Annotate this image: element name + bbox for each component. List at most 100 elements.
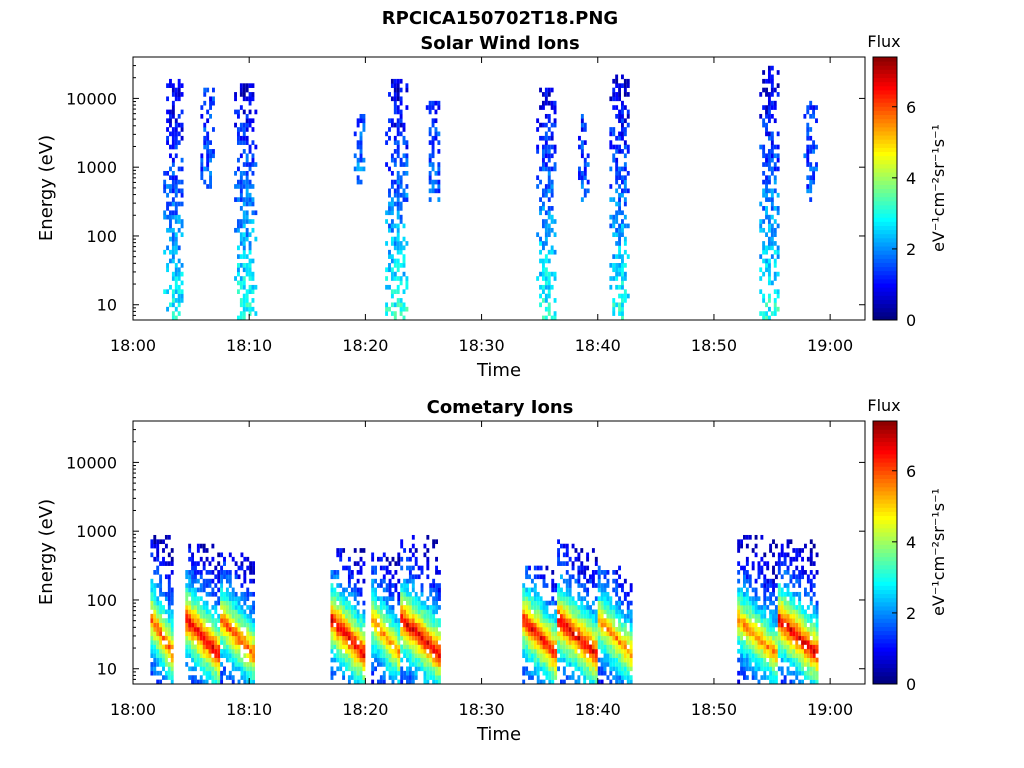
heatmap-cell — [347, 662, 351, 667]
heatmap-cell — [220, 574, 224, 580]
heatmap-cell — [188, 613, 192, 619]
heatmap-cell — [239, 188, 243, 194]
heatmap-cell — [163, 289, 167, 294]
heatmap-cell — [583, 587, 587, 593]
heatmap-cell — [762, 192, 766, 198]
heatmap-cell — [522, 644, 526, 650]
heatmap-cell — [411, 631, 415, 637]
heatmap-cell — [150, 552, 154, 558]
heatmap-cell — [167, 591, 171, 597]
heatmap-cell — [577, 627, 581, 632]
heatmap-cell — [169, 78, 172, 84]
heatmap-cell — [399, 157, 403, 163]
heatmap-cell — [196, 570, 200, 575]
heatmap-cell — [396, 109, 400, 115]
heatmap-cell — [385, 302, 389, 308]
heatmap-cell — [242, 315, 246, 321]
heatmap-cell — [225, 627, 229, 632]
heatmap-cell — [400, 543, 404, 549]
heatmap-cell — [609, 648, 613, 654]
heatmap-cell — [600, 679, 604, 685]
heatmap-cell — [591, 653, 595, 658]
heatmap-cell — [623, 276, 627, 281]
heatmap-cell — [402, 271, 406, 277]
colorbar-label: eV⁻¹cm⁻²sr⁻¹s⁻¹ — [929, 488, 948, 616]
heatmap-cell — [231, 662, 235, 667]
heatmap-cell — [762, 315, 766, 321]
heatmap-cell — [618, 670, 621, 676]
heatmap-cell — [385, 644, 389, 650]
heatmap-cell — [565, 605, 569, 610]
heatmap-cell — [751, 565, 755, 571]
heatmap-cell — [763, 609, 767, 615]
heatmap-cell — [379, 565, 383, 571]
heatmap-cell — [772, 670, 775, 676]
heatmap-cell — [550, 188, 554, 194]
heatmap-cell — [388, 578, 392, 584]
heatmap-cell — [251, 298, 255, 303]
heatmap-cell — [359, 666, 363, 672]
heatmap-cell — [557, 666, 560, 672]
heatmap-cell — [174, 306, 178, 312]
heatmap-cell — [550, 271, 554, 277]
heatmap-cell — [562, 578, 566, 584]
heatmap-cell — [150, 618, 154, 623]
heatmap-cell — [757, 596, 761, 602]
heatmap-cell — [403, 653, 407, 658]
heatmap-cell — [770, 254, 774, 259]
heatmap-cell — [159, 539, 163, 545]
heatmap-cell — [809, 613, 813, 619]
heatmap-cell — [618, 583, 621, 588]
heatmap-cell — [815, 631, 819, 637]
heatmap-cell — [156, 600, 160, 606]
heatmap-cell — [606, 613, 610, 619]
heatmap-cell — [199, 583, 203, 588]
heatmap-cell — [420, 622, 424, 628]
heatmap-cell — [745, 609, 749, 615]
heatmap-cell — [748, 578, 752, 584]
heatmap-cell — [171, 179, 175, 185]
heatmap-cell — [612, 613, 616, 619]
heatmap-cell — [737, 578, 741, 584]
heatmap-cell — [773, 232, 777, 238]
heatmap-cell — [237, 627, 241, 632]
heatmap-cell — [400, 591, 404, 597]
heatmap-cell — [545, 627, 549, 632]
heatmap-cell — [551, 657, 555, 663]
heatmap-cell — [776, 249, 780, 255]
heatmap-cell — [589, 618, 592, 623]
heatmap-cell — [815, 679, 819, 685]
heatmap-cell — [541, 105, 545, 110]
heatmap-cell — [792, 635, 796, 641]
heatmap-cell — [763, 587, 767, 593]
heatmap-cell — [214, 635, 218, 641]
heatmap-cell — [795, 618, 799, 623]
heatmap-cell — [792, 662, 796, 667]
heatmap-cell — [522, 618, 526, 623]
heatmap-cell — [612, 232, 616, 238]
heatmap-cell — [342, 627, 346, 632]
heatmap-cell — [212, 149, 215, 154]
heatmap-cell — [765, 214, 768, 220]
heatmap-cell — [547, 258, 551, 264]
heatmap-cell — [809, 622, 813, 628]
heatmap-cell — [621, 135, 624, 141]
heatmap-cell — [765, 184, 768, 189]
heatmap-cell — [438, 631, 441, 637]
heatmap-cell — [801, 653, 804, 658]
heatmap-cell — [205, 548, 209, 553]
heatmap-cell — [153, 657, 157, 663]
heatmap-cell — [342, 548, 346, 553]
heatmap-cell — [170, 657, 174, 663]
heatmap-cell — [217, 662, 221, 667]
heatmap-cell — [586, 635, 590, 641]
heatmap-cell — [153, 539, 157, 545]
heatmap-cell — [774, 675, 778, 680]
heatmap-cell — [393, 83, 397, 88]
heatmap-cell — [356, 675, 360, 680]
heatmap-cell — [217, 613, 221, 619]
colorbar-tick-label: 6 — [906, 98, 916, 117]
heatmap-cell — [390, 302, 394, 308]
heatmap-cell — [391, 631, 395, 637]
